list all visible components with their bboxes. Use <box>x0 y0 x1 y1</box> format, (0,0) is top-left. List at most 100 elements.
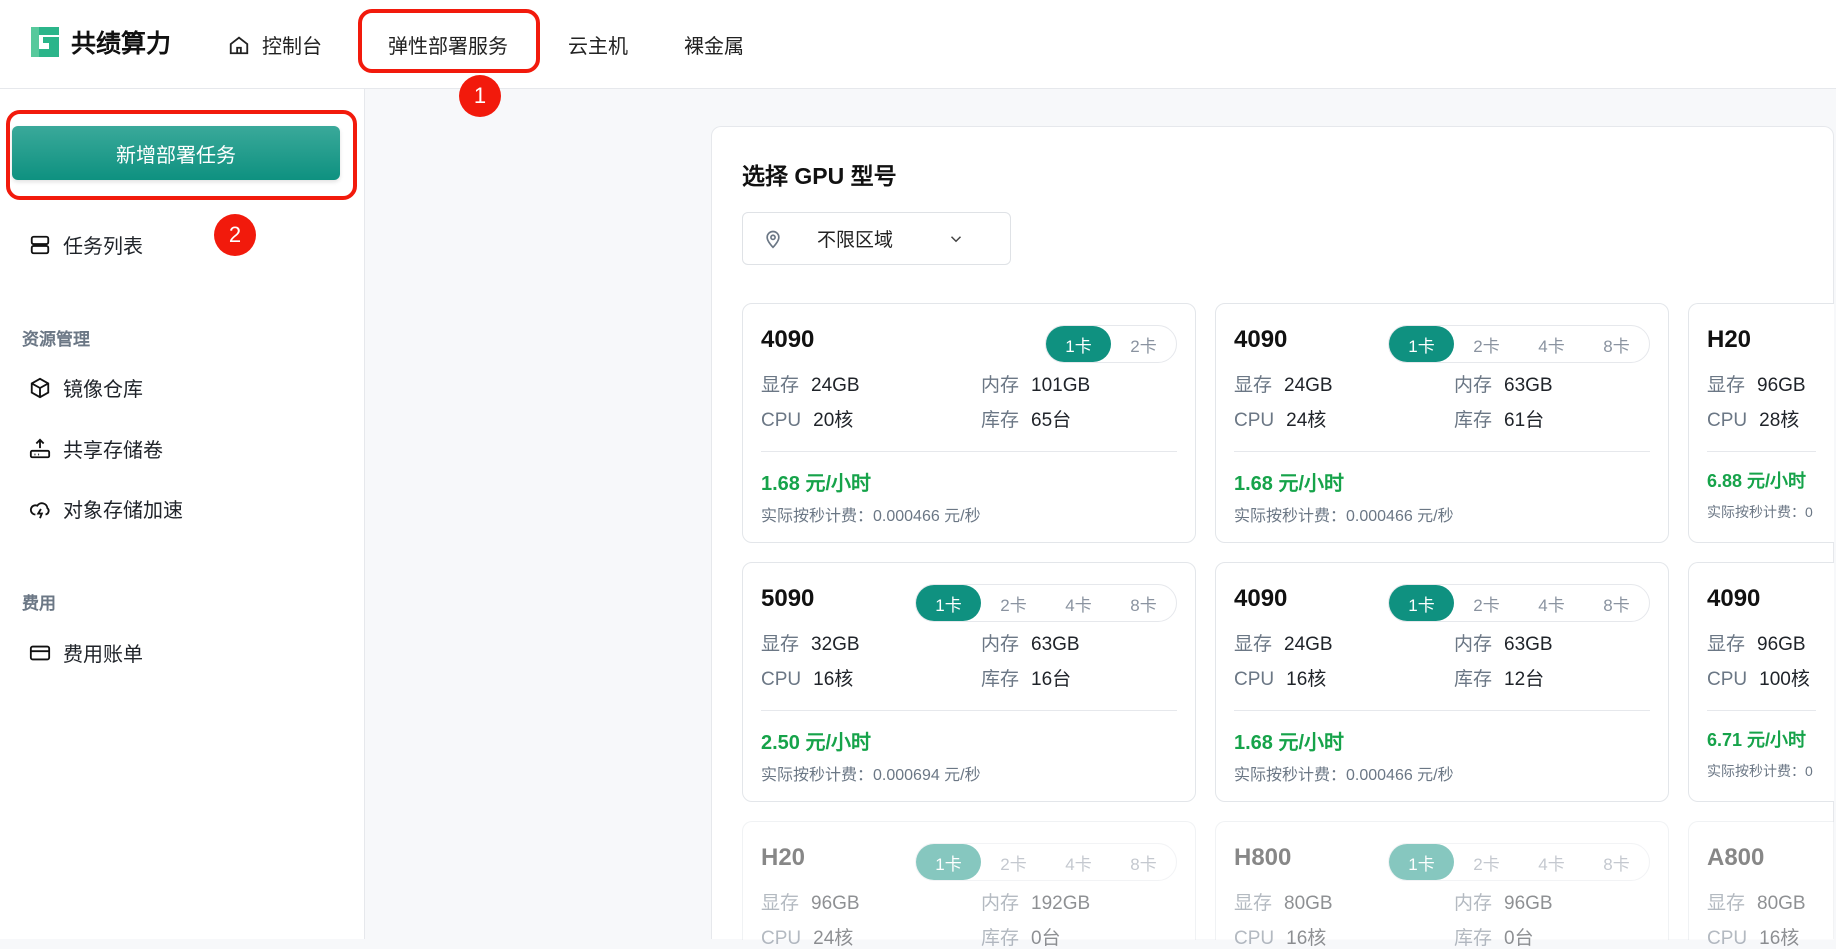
card-count-option[interactable]: 1卡 <box>1046 326 1111 362</box>
nav-label: 裸金属 <box>684 36 744 58</box>
spec-cpu: CPU 100核 <box>1707 670 1810 689</box>
spec-label: 内存 <box>981 375 1020 396</box>
spec-label: CPU <box>1707 410 1748 431</box>
spec-value: 63GB <box>1031 634 1080 655</box>
spec-value: 24GB <box>1284 634 1333 655</box>
spec-value: 65台 <box>1031 410 1072 431</box>
card-count-option[interactable]: 8卡 <box>1603 595 1630 615</box>
per-second-price: 实际按秒计费：0.000466 元/秒 <box>761 508 981 525</box>
card-count-option[interactable]: 2卡 <box>1000 854 1027 874</box>
spec-label: CPU <box>1707 669 1748 690</box>
card-count-option[interactable]: 1卡 <box>1389 585 1454 621</box>
sidebar-item-label: 对象存储加速 <box>63 500 183 522</box>
card-count-option[interactable]: 4卡 <box>1538 336 1565 356</box>
card-count-option[interactable]: 1卡 <box>1389 326 1454 362</box>
spec-vram: 显存 96GB <box>1707 376 1806 395</box>
gpu-name: H20 <box>761 844 806 871</box>
card-count-option[interactable]: 8卡 <box>1130 595 1157 615</box>
brand-name: 共绩算力 <box>71 30 172 58</box>
card-count-option[interactable]: 4卡 <box>1538 854 1565 874</box>
card-count-option[interactable]: 4卡 <box>1065 595 1092 615</box>
card-count-selector: 1卡 2卡 <box>1045 325 1177 363</box>
spec-label: CPU <box>1234 410 1275 431</box>
sidebar-item-billing[interactable]: 费用账单 <box>29 638 143 667</box>
gpu-name: H800 <box>1234 844 1292 871</box>
gpu-card[interactable]: A800 显存 80GB CPU 16核 <box>1688 821 1834 948</box>
card-count-option[interactable]: 1卡 <box>1389 844 1454 880</box>
nav-bare-metal[interactable]: 裸金属 <box>684 0 744 89</box>
spec-mem: 内存 63GB <box>1454 376 1553 395</box>
gpu-name: 4090 <box>1234 585 1288 612</box>
spec-label: 库存 <box>1454 410 1493 431</box>
logo[interactable]: 共绩算力 <box>29 24 171 60</box>
gpu-select-panel: 选择 GPU 型号 不限区域 4090 1卡 2卡 显存 24GB 内存 101GB CPU 2… <box>711 126 1834 948</box>
spec-value: 28核 <box>1759 410 1800 431</box>
spec-label: 内存 <box>981 893 1020 914</box>
spec-label: 显存 <box>761 375 800 396</box>
new-deploy-task-button[interactable]: 新增部署任务 <box>12 126 340 180</box>
gpu-card[interactable]: 4090 1卡 2卡 显存 24GB 内存 101GB CPU 20核 库存 65台 1.68 元/小… <box>742 303 1196 543</box>
sidebar-item-object-storage[interactable]: 对象存储加速 <box>29 494 183 523</box>
region-select[interactable]: 不限区域 <box>742 212 1011 265</box>
card-count-option[interactable]: 4卡 <box>1065 854 1092 874</box>
annotation-badge-1: 1 <box>459 75 501 117</box>
sidebar-item-shared-volume[interactable]: 共享存储卷 <box>29 434 163 463</box>
per-second-price: 实际按秒计费：0.000694 元/秒 <box>761 767 981 784</box>
gpu-card[interactable]: H20 显存 96GB CPU 28核 6.88 元/小时 实际按秒计费：0 <box>1688 303 1834 543</box>
card-count-option[interactable]: 8卡 <box>1603 336 1630 356</box>
card-count-option[interactable]: 2卡 <box>1000 595 1027 615</box>
card-count-selector: 1卡 2卡 4卡 8卡 <box>1388 325 1650 363</box>
card-count-option[interactable]: 2卡 <box>1473 595 1500 615</box>
card-count-option[interactable]: 8卡 <box>1130 854 1157 874</box>
gpu-card[interactable]: 4090 1卡 2卡 4卡 8卡 显存 24GB 内存 63GB CPU 16核 库存 12台 1.68 … <box>1215 562 1669 802</box>
per-second-price: 实际按秒计费：0 <box>1707 763 1813 779</box>
per-second-price: 实际按秒计费：0 <box>1707 504 1813 520</box>
gpu-card[interactable]: H20 1卡 2卡 4卡 8卡 显存 96GB 内存 192GB CPU 24核 库存 0台 <box>742 821 1196 948</box>
nav-console[interactable]: 控制台 <box>228 0 322 89</box>
spec-label: 显存 <box>1707 893 1746 914</box>
card-count-option[interactable]: 2卡 <box>1473 336 1500 356</box>
spec-cpu: CPU 24核 <box>1234 411 1326 430</box>
spec-value: 96GB <box>1757 375 1806 396</box>
card-count-option[interactable]: 8卡 <box>1603 854 1630 874</box>
spec-label: 显存 <box>761 893 800 914</box>
home-icon <box>229 36 249 54</box>
spec-stock: 库存 16台 <box>981 670 1071 689</box>
gpu-name: A800 <box>1707 844 1765 871</box>
spec-label: 显存 <box>1234 634 1273 655</box>
location-pin-icon <box>766 230 780 249</box>
spec-cpu: CPU 16核 <box>1234 670 1326 689</box>
spec-vram: 显存 24GB <box>1234 376 1333 395</box>
divider <box>761 710 1177 711</box>
sidebar-item-label: 镜像仓库 <box>63 379 143 401</box>
gpu-name: H20 <box>1707 326 1752 353</box>
card-count-option[interactable]: 4卡 <box>1538 595 1565 615</box>
gpu-card[interactable]: 4090 1卡 2卡 4卡 8卡 显存 24GB 内存 63GB CPU 24核 库存 61台 1.68 … <box>1215 303 1669 543</box>
sidebar-item-task-list[interactable]: 任务列表 <box>29 230 143 259</box>
spec-cpu: CPU 16核 <box>761 670 853 689</box>
card-count-selector: 1卡 2卡 4卡 8卡 <box>1388 843 1650 881</box>
spec-value: 24GB <box>1284 375 1333 396</box>
section-title: 资源管理 <box>22 330 90 349</box>
per-second-price: 实际按秒计费：0.000466 元/秒 <box>1234 508 1454 525</box>
sidebar: 新增部署任务 任务列表 资源管理 镜像仓库 共享存储卷 对象存储加速 费用 费用… <box>0 89 365 939</box>
card-count-option[interactable]: 2卡 <box>1130 336 1157 356</box>
gpu-card[interactable]: H800 1卡 2卡 4卡 8卡 显存 80GB 内存 96GB CPU 16核 库存 0台 <box>1215 821 1669 948</box>
sidebar-item-image-repo[interactable]: 镜像仓库 <box>29 373 143 402</box>
spec-value: 32GB <box>811 634 860 655</box>
card-count-option[interactable]: 2卡 <box>1473 854 1500 874</box>
nav-elastic-deploy[interactable]: 弹性部署服务 <box>388 0 508 89</box>
card-count-option[interactable]: 1卡 <box>916 585 981 621</box>
spec-value: 63GB <box>1504 375 1553 396</box>
nav-cloud-host[interactable]: 云主机 <box>568 0 628 89</box>
spec-label: 库存 <box>981 669 1020 690</box>
gpu-card[interactable]: 4090 显存 96GB CPU 100核 6.71 元/小时 实际按秒计费：0 <box>1688 562 1834 802</box>
card-count-option[interactable]: 1卡 <box>916 844 981 880</box>
box-icon <box>30 377 50 398</box>
spec-value: 16核 <box>1286 669 1327 690</box>
spec-vram: 显存 24GB <box>761 376 860 395</box>
gpu-card[interactable]: 5090 1卡 2卡 4卡 8卡 显存 32GB 内存 63GB CPU 16核 库存 16台 2.50 … <box>742 562 1196 802</box>
spec-value: 61台 <box>1504 410 1545 431</box>
spec-stock: 库存 12台 <box>1454 670 1544 689</box>
hourly-price: 1.68 元/小时 <box>1234 732 1345 754</box>
